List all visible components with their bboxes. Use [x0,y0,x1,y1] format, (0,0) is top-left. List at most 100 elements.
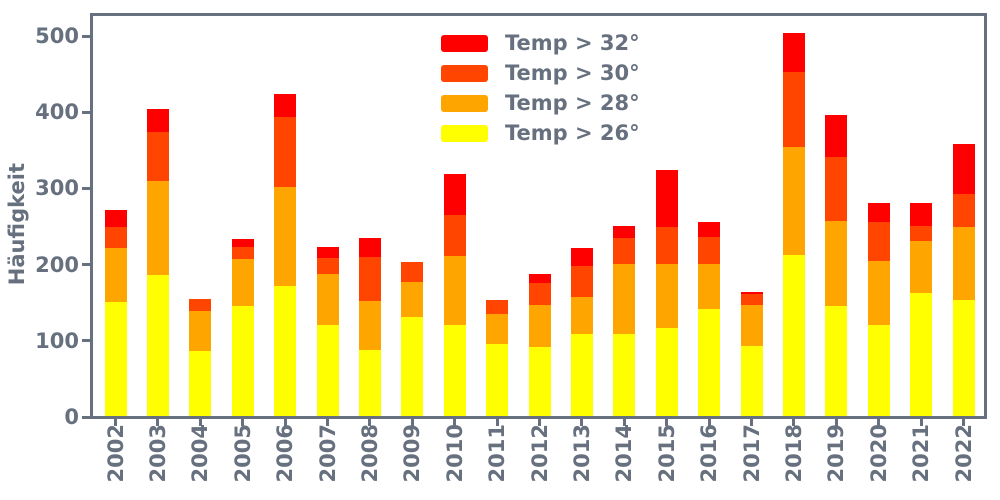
x-tick-mark [198,419,202,426]
bar-segment [867,222,890,261]
legend-row: Temp > 26° [441,118,640,148]
bar-segment [316,246,339,258]
bar-segment [401,316,424,416]
stacked-bar-2002 [104,210,127,416]
x-tick-label: 2003 [145,424,170,483]
bar-segment [316,273,339,325]
bar-segment [274,93,297,118]
bar-segment [613,225,636,239]
x-tick-label: 2014 [612,424,637,483]
x-tick-mark [495,419,499,426]
x-tick-label: 2011 [485,424,510,483]
bar-segment [146,131,169,182]
bar-segment [655,263,678,329]
stacked-bar-2004 [189,298,212,416]
bar-segment [570,333,593,416]
x-tick-label: 2010 [442,424,467,483]
x-tick-mark [919,419,923,426]
stacked-bar-2022 [952,144,975,416]
bar-segment [825,156,848,221]
bar-segment [274,187,297,286]
x-tick-label: 2002 [103,424,128,483]
bar-segment [698,308,721,416]
bar-segment [146,181,169,276]
y-tick-mark [82,415,90,419]
y-tick-mark [82,34,90,38]
bar-segment [189,298,212,311]
bar-segment [189,310,212,352]
legend-row: Temp > 28° [441,88,640,118]
x-tick-mark [877,419,881,426]
legend-swatch [441,94,488,112]
x-tick-mark [834,419,838,426]
bar-segment [486,313,509,344]
y-tick-label: 0 [64,405,79,429]
stacked-bar-2016 [698,221,721,416]
stacked-bar-2012 [528,274,551,416]
x-tick-label: 2004 [188,424,213,483]
stacked-bar-2020 [867,202,890,416]
bar-segment [825,115,848,157]
stacked-bar-2015 [655,169,678,416]
y-tick-label: 200 [35,252,79,277]
bar-segment [104,248,127,302]
stacked-bar-2011 [486,300,509,416]
y-tick-label: 100 [35,328,79,353]
stacked-bar-2006 [274,93,297,416]
bar-segment [740,345,763,416]
bar-segment [867,260,890,325]
bar-segment [358,300,381,350]
bar-segment [274,285,297,416]
bar-segment [613,263,636,334]
bar-segment [867,202,890,223]
x-tick-mark [241,419,245,426]
x-tick-label: 2009 [400,424,425,483]
y-tick-label: 300 [35,176,79,201]
x-tick-label: 2020 [866,424,891,483]
x-tick-mark [750,419,753,426]
y-tick-mark [82,339,90,343]
y-tick-label: 400 [35,100,79,125]
bar-segment [655,169,678,228]
bar-segment [698,263,721,309]
x-tick-label: 2016 [697,424,722,483]
bar-segment [231,259,254,307]
stacked-bar-2018 [782,33,805,416]
legend-swatch [441,124,488,142]
bar-segment [443,214,466,256]
x-tick-label: 2019 [824,424,849,483]
bar-segment [698,221,721,237]
bars-layer [93,16,984,416]
x-tick-mark [580,419,584,426]
bar-segment [528,274,551,284]
y-tick-label: 500 [35,24,79,48]
legend-swatch [441,64,488,82]
stacked-bar-2013 [570,247,593,416]
bar-segment [231,246,254,260]
x-tick-label: 2007 [315,424,340,483]
x-tick-label: 2013 [569,424,594,483]
legend-label: Temp > 32° [505,31,640,55]
bar-segment [358,349,381,416]
bar-segment [316,324,339,416]
bar-segment [401,281,424,317]
legend: Temp > 32° Temp > 30° Temp > 28° Temp > 26° [441,28,640,148]
bar-segment [825,220,848,306]
x-tick-mark [707,419,711,426]
bar-segment [782,33,805,73]
x-tick-mark [368,419,372,426]
y-tick-mark [82,186,90,190]
bar-segment [952,144,975,194]
bar-segment [358,238,381,257]
bar-segment [231,239,254,247]
bar-segment [486,343,509,416]
bar-segment [655,227,678,264]
stacked-bar-2005 [231,239,254,416]
bar-segment [782,255,805,416]
bar-segment [528,304,551,348]
x-tick-mark [622,419,626,426]
bar-segment [613,238,636,264]
stacked-bar-2014 [613,225,636,416]
bar-segment [782,147,805,256]
legend-label: Temp > 28° [505,91,640,115]
